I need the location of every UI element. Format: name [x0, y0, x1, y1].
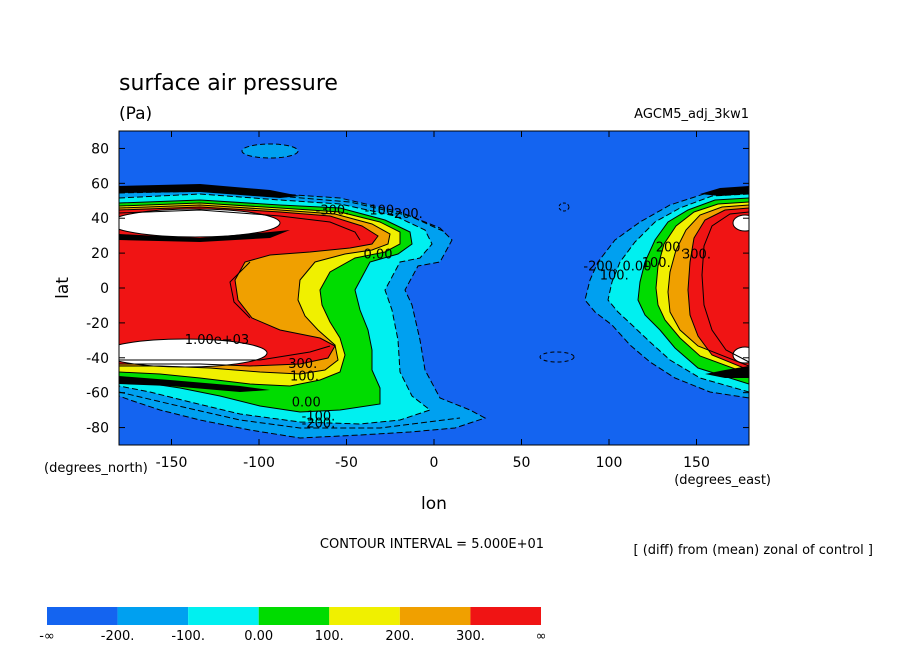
y-tick-label: -60 — [86, 386, 109, 402]
contour-label: 200. — [656, 240, 685, 255]
field-patch-arctic — [241, 143, 299, 159]
colorbar-swatch — [117, 607, 189, 625]
colorbar-label: -100. — [171, 629, 205, 644]
contour-label: -300. — [316, 204, 350, 219]
x-tick-label: 50 — [513, 455, 531, 471]
colorbar-swatch — [329, 607, 400, 625]
contour-label: 100. — [600, 268, 629, 283]
field-band-300 — [119, 207, 378, 366]
contour-belts — [119, 184, 749, 392]
colorbar-swatch — [399, 607, 471, 625]
colorbar-label: 300. — [456, 629, 485, 644]
colorbar: -∞ -200. -100. 0.00 100. 200. 300. ∞ — [39, 607, 546, 644]
field-patch-south — [539, 351, 575, 363]
colorbar-label: 200. — [385, 629, 414, 644]
x-tick-label: 0 — [430, 455, 439, 471]
contour-label: -200. — [389, 207, 423, 222]
contour-labels: -300. -100.-200.0.001.00e+03300.100.0.00-… — [185, 204, 711, 432]
contour-label: 100. — [290, 369, 319, 384]
colorbar-label: ∞ — [536, 629, 547, 644]
y-tick-label: 0 — [100, 281, 109, 297]
contour-label: -200. — [583, 260, 617, 275]
x-tick-label: -50 — [335, 455, 358, 471]
y-tick-label: -80 — [86, 421, 109, 437]
contour-label: 300. — [288, 357, 317, 372]
contour-label: 0.00 — [623, 260, 652, 275]
colorbar-swatch — [47, 607, 118, 625]
contour-label: 0.00 — [364, 247, 393, 262]
y-tick-label: 80 — [91, 141, 109, 157]
y-tick-label: -40 — [86, 351, 109, 367]
plot-field: -300. -100.-200.0.001.00e+03300.100.0.00-… — [119, 131, 749, 445]
y-tick-label: 20 — [91, 246, 109, 262]
chart-title: surface air pressure — [119, 71, 338, 96]
x-tick-label: -150 — [156, 455, 188, 471]
colorbar-swatch — [188, 607, 259, 625]
colorbar-label: -200. — [101, 629, 135, 644]
contour-label: -100. — [365, 204, 399, 219]
experiment-label: AGCM5_adj_3kw1 — [634, 107, 749, 122]
y-axis: -80 -60 -40 -20 0 20 40 60 80 — [86, 141, 749, 437]
colorbar-label: 0.00 — [244, 629, 273, 644]
colorbar-swatch — [258, 607, 330, 625]
y-axis-label: lat — [53, 277, 73, 299]
description: [ (diff) from (mean) zonal of control ] — [634, 543, 873, 558]
contour-lines — [119, 187, 749, 439]
x-axis: -150 -100 -50 0 50 100 150 — [156, 131, 710, 471]
field-band-300 — [688, 208, 749, 370]
x-axis-label: lon — [421, 494, 447, 514]
contour-label: 300. — [682, 247, 711, 262]
field-core-northeast — [732, 214, 749, 232]
x-tick-label: 100 — [596, 455, 623, 471]
colorbar-label: 100. — [315, 629, 344, 644]
contour-interval: CONTOUR INTERVAL = 5.000E+01 — [320, 537, 544, 552]
contour-label: 1.00e+03 — [185, 333, 249, 348]
x-unit-note: (degrees_east) — [674, 473, 771, 488]
y-unit-note: (degrees_north) — [44, 461, 148, 476]
contour-label: -100. — [302, 410, 336, 425]
colorbar-swatch — [470, 607, 541, 625]
field-core-southeast — [732, 346, 749, 364]
chart-units: (Pa) — [119, 104, 152, 124]
y-tick-label: -20 — [86, 316, 109, 332]
x-tick-label: -100 — [243, 455, 275, 471]
field-core-northwest — [119, 208, 281, 238]
x-tick-label: 150 — [683, 455, 710, 471]
colorbar-label: -∞ — [39, 629, 55, 644]
field-patch-tibet — [558, 202, 570, 212]
y-tick-label: 40 — [91, 211, 109, 227]
contour-label: 100. — [642, 256, 671, 271]
y-tick-label: 60 — [91, 176, 109, 192]
contour-label: -200. — [302, 417, 336, 432]
contour-label: 0.00 — [292, 396, 321, 411]
